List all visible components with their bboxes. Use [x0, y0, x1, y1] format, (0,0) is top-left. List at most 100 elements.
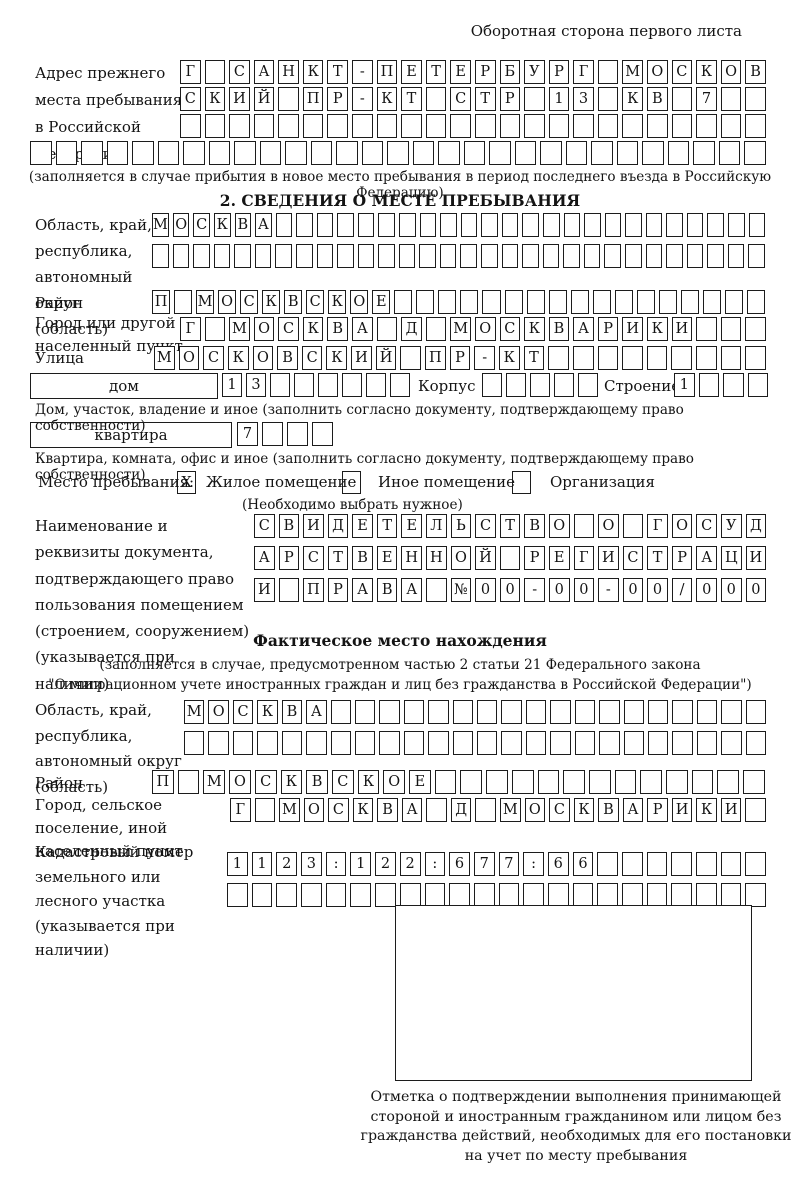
char-cell: [81, 141, 103, 165]
char-cell: [573, 114, 594, 138]
region-label: Область, край, республика, автономный ок…: [35, 216, 152, 338]
char-cell: [177, 770, 200, 794]
char-cell: [746, 290, 765, 314]
char-cell: [727, 244, 745, 268]
char-cell: [745, 852, 767, 876]
char-cell: Р: [548, 60, 570, 84]
char-cell: [330, 700, 351, 724]
char-cell: М: [203, 770, 226, 794]
char-cell: О: [218, 290, 237, 314]
char-cell: -: [524, 578, 545, 602]
char-cell: [337, 213, 354, 237]
char-cell: [599, 731, 620, 755]
region-row-2: [152, 244, 765, 268]
char-cell: [378, 244, 395, 268]
char-cell: №: [450, 578, 472, 602]
char-cell: [642, 141, 664, 165]
char-cell: [501, 731, 522, 755]
char-cell: П: [152, 290, 171, 314]
char-cell: К: [696, 60, 717, 84]
char-cell: [646, 852, 668, 876]
char-cell: [597, 346, 619, 370]
char-cell: С: [240, 290, 259, 314]
char-cell: Т: [376, 514, 398, 538]
char-cell: [387, 141, 409, 165]
fl-district-label: Район: [35, 774, 84, 792]
char-cell: 1: [222, 373, 242, 397]
char-cell: О: [303, 798, 325, 822]
char-cell: 0: [573, 578, 595, 602]
char-cell: В: [376, 578, 398, 602]
char-cell: К: [498, 346, 520, 370]
page-header-note: Оборотная сторона первого листа: [470, 22, 742, 40]
char-cell: [294, 373, 314, 397]
char-cell: [721, 700, 742, 724]
char-cell: [550, 731, 571, 755]
char-cell: [597, 60, 619, 84]
char-cell: Р: [278, 546, 300, 570]
char-cell: [204, 114, 226, 138]
char-cell: [227, 883, 248, 907]
char-cell: Г: [230, 798, 251, 822]
char-cell: 2: [399, 852, 421, 876]
char-cell: С: [278, 317, 299, 341]
char-cell: С: [303, 546, 324, 570]
char-cell: С: [180, 87, 201, 111]
char-cell: 3: [246, 373, 266, 397]
char-cell: [514, 141, 537, 165]
char-cell: [525, 731, 547, 755]
char-cell: [426, 578, 447, 602]
char-cell: Ь: [450, 514, 472, 538]
char-cell: Е: [548, 546, 570, 570]
prev-address-row-3: [180, 114, 766, 138]
char-cell: О: [208, 700, 229, 724]
char-cell: [671, 114, 693, 138]
char-cell: В: [281, 700, 303, 724]
char-cell: [463, 141, 486, 165]
char-cell: К: [257, 700, 278, 724]
char-cell: А: [401, 798, 423, 822]
char-cell: 0: [622, 578, 644, 602]
char-cell: [745, 700, 767, 724]
char-cell: [696, 346, 717, 370]
char-cell: [723, 373, 744, 397]
confirmation-stamp-note: Отметка о подтверждении выполнения прини…: [360, 1089, 792, 1164]
char-cell: [450, 114, 471, 138]
char-cell: [376, 114, 398, 138]
char-cell: [645, 244, 663, 268]
char-cell: П: [303, 578, 324, 602]
char-cell: [257, 731, 278, 755]
char-cell: В: [352, 546, 373, 570]
char-cell: [184, 731, 205, 755]
char-cell: И: [598, 546, 619, 570]
char-cell: [604, 213, 622, 237]
char-cell: Р: [327, 578, 349, 602]
char-cell: [625, 213, 642, 237]
char-cell: К: [352, 798, 374, 822]
char-cell: [208, 141, 231, 165]
char-cell: [720, 87, 742, 111]
apartment-note: Квартира, комната, офис и иное (заполнит…: [35, 451, 694, 483]
char-cell: [499, 546, 521, 570]
cadastral-row-2: [227, 883, 767, 907]
char-cell: [354, 731, 376, 755]
char-cell: [183, 141, 205, 165]
char-cell: [597, 883, 618, 907]
char-cell: [636, 290, 655, 314]
char-cell: [707, 244, 724, 268]
char-cell: [30, 141, 52, 165]
char-cell: [501, 244, 519, 268]
char-cell: [428, 731, 449, 755]
char-cell: 2: [375, 852, 396, 876]
char-cell: [106, 141, 129, 165]
char-cell: [511, 770, 534, 794]
char-cell: [438, 141, 460, 165]
confirmation-stamp-box: [395, 905, 752, 1081]
char-cell: [460, 770, 483, 794]
section2-title: 2. СВЕДЕНИЯ О МЕСТЕ ПРЕБЫВАНИЯ: [219, 191, 581, 210]
